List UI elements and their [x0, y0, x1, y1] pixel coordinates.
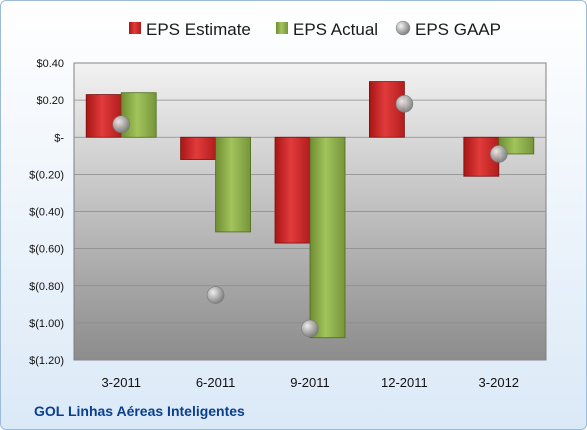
- x-axis-ticks: 3-2011 6-2011 9-2011 12-2011 3-2012: [101, 375, 519, 390]
- marker-eps-gaap: [395, 95, 414, 113]
- x-tick-label: 3-2011: [101, 375, 141, 390]
- y-tick-label: $-: [54, 132, 64, 144]
- bar-eps-actual: [309, 136, 346, 339]
- y-tick-label: $(1.00): [29, 318, 64, 330]
- bars: [85, 81, 535, 339]
- legend-label-eps-gaap: EPS GAAP: [415, 20, 501, 39]
- y-tick-label: $(1.20): [29, 355, 64, 367]
- x-tick-label: 12-2011: [381, 375, 428, 390]
- bar-eps-estimate: [274, 136, 311, 244]
- legend-swatch-eps-gaap: [395, 20, 411, 36]
- gaap-markers: [112, 95, 508, 338]
- bar-eps-actual: [120, 92, 157, 138]
- marker-eps-gaap: [489, 145, 508, 163]
- chart-footer-title: GOL Linhas Aéreas Inteligentes: [34, 403, 245, 419]
- legend-label-eps-actual: EPS Actual: [293, 20, 378, 39]
- legend-swatch-eps-estimate: [129, 22, 141, 34]
- x-tick-label: 6-2011: [196, 375, 236, 390]
- marker-eps-gaap: [112, 115, 130, 134]
- y-axis-ticks: $0.40 $0.20 $- $(0.20) $(0.40) $(0.60) $(0.80)…: [29, 58, 64, 367]
- y-tick-label: $(0.80): [29, 281, 64, 293]
- y-tick-label: $(0.60): [29, 244, 64, 256]
- marker-eps-gaap: [301, 319, 319, 338]
- marker-eps-gaap: [206, 286, 225, 304]
- x-tick-label: 9-2011: [290, 375, 330, 390]
- legend-swatch-eps-actual: [276, 22, 288, 34]
- y-tick-label: $(0.40): [29, 207, 64, 219]
- bar-eps-estimate: [180, 136, 217, 160]
- y-tick-label: $0.20: [36, 95, 64, 107]
- bar-eps-actual: [215, 136, 252, 233]
- y-tick-label: $0.40: [36, 58, 64, 70]
- y-tick-label: $(0.20): [29, 169, 64, 181]
- x-tick-label: 3-2012: [479, 375, 519, 390]
- legend: EPS Estimate EPS Actual EPS GAAP: [129, 20, 501, 39]
- legend-label-eps-estimate: EPS Estimate: [146, 20, 251, 39]
